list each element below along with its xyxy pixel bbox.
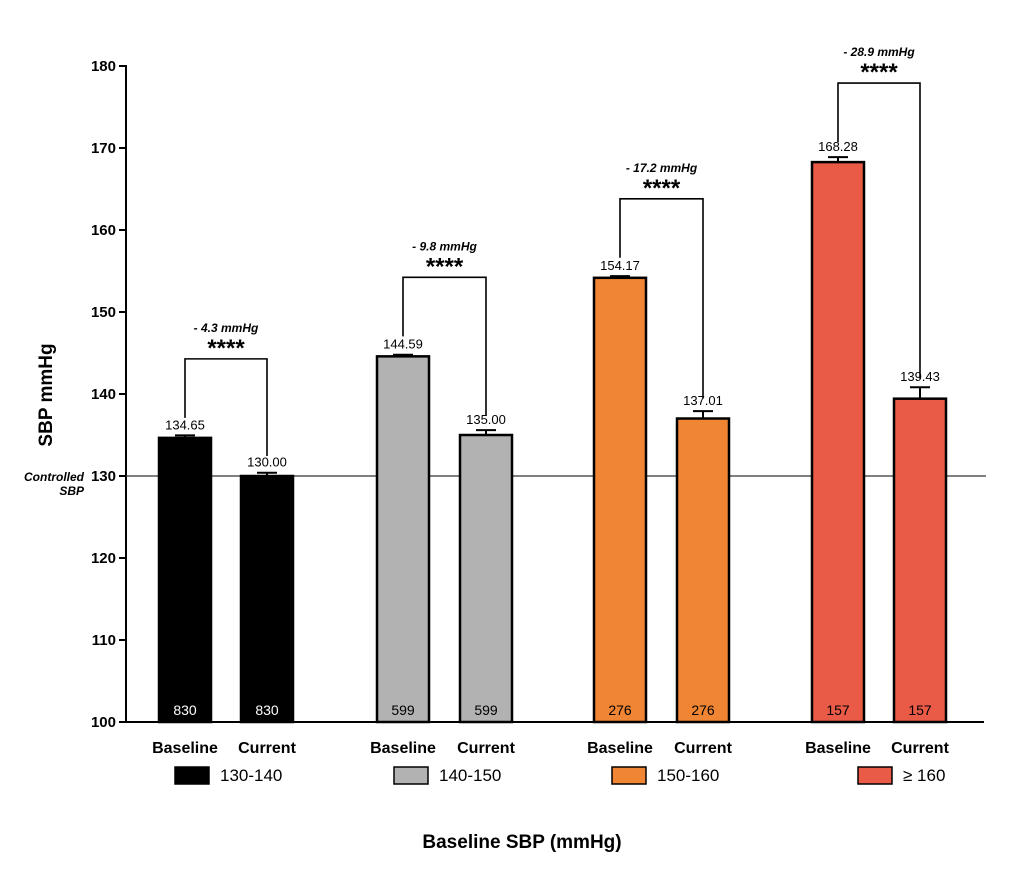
significance-stars: **** xyxy=(860,59,898,86)
y-tick-label: 160 xyxy=(91,222,116,239)
x-category-label: Baseline xyxy=(152,740,218,757)
legend-label: ≥ 160 xyxy=(903,766,945,785)
bar-baseline xyxy=(375,355,431,724)
y-axis-title: SBP mmHg xyxy=(36,343,57,446)
y-tick-label: 140 xyxy=(91,386,116,403)
controlled-sbp-label: SBP xyxy=(59,484,85,498)
difference-label: - 4.3 mmHg xyxy=(194,321,259,335)
x-category-label: Current xyxy=(238,740,296,757)
y-tick-label: 130 xyxy=(91,468,116,485)
significance-bracket xyxy=(402,276,487,415)
significance-stars: **** xyxy=(426,253,464,280)
y-tick-label: 100 xyxy=(91,714,116,731)
legend-swatch xyxy=(174,766,210,785)
y-tick-label: 110 xyxy=(92,632,116,649)
bar-baseline xyxy=(157,436,213,724)
bar-value-label: 134.65 xyxy=(165,417,205,432)
bar-current xyxy=(239,474,295,724)
bar-n-label: 157 xyxy=(826,702,850,718)
bar-n-label: 599 xyxy=(391,702,415,718)
difference-label: - 28.9 mmHg xyxy=(843,45,915,59)
bar-n-label: 276 xyxy=(608,702,632,718)
legend-label: 150-160 xyxy=(657,766,719,785)
y-tick-label: 170 xyxy=(91,140,116,157)
x-category-label: Baseline xyxy=(805,740,871,757)
bar-n-label: 830 xyxy=(255,702,279,718)
bar-current xyxy=(458,433,514,724)
bar-n-label: 157 xyxy=(908,702,932,718)
legend-swatch xyxy=(393,766,429,785)
x-category-label: Baseline xyxy=(370,740,436,757)
significance-bracket xyxy=(184,358,268,456)
bar-current xyxy=(675,417,731,724)
bar-n-label: 276 xyxy=(691,702,715,718)
legend-label: 140-150 xyxy=(439,766,501,785)
bar-value-label: 130.00 xyxy=(247,455,287,470)
significance-bracket xyxy=(619,198,704,399)
bar-value-label: 135.00 xyxy=(466,412,506,427)
controlled-sbp-label: Controlled xyxy=(24,470,85,484)
bar-value-label: 137.01 xyxy=(683,393,723,408)
significance-bracket xyxy=(837,82,921,379)
y-tick-label: 150 xyxy=(91,304,116,321)
bar-current xyxy=(892,397,948,724)
bar-n-label: 599 xyxy=(474,702,498,718)
legend-swatch xyxy=(857,766,893,785)
y-tick-label: 180 xyxy=(91,58,116,75)
x-category-label: Baseline xyxy=(587,740,653,757)
difference-label: - 17.2 mmHg xyxy=(626,161,698,175)
legend-label: 130-140 xyxy=(220,766,282,785)
x-category-label: Current xyxy=(891,740,949,757)
bar-value-label: 168.28 xyxy=(818,139,858,154)
x-category-label: Current xyxy=(457,740,515,757)
bar-value-label: 154.17 xyxy=(600,258,640,273)
bar-value-label: 144.59 xyxy=(383,337,423,352)
bar-baseline xyxy=(592,276,648,724)
y-tick-label: 120 xyxy=(91,550,116,567)
legend-swatch xyxy=(611,766,647,785)
x-category-label: Current xyxy=(674,740,732,757)
bar-n-label: 830 xyxy=(173,702,197,718)
bar-baseline xyxy=(810,160,866,724)
difference-label: - 9.8 mmHg xyxy=(412,239,477,253)
significance-stars: **** xyxy=(643,175,681,202)
x-axis-title: Baseline SBP (mmHg) xyxy=(422,832,621,853)
significance-stars: **** xyxy=(207,335,245,362)
